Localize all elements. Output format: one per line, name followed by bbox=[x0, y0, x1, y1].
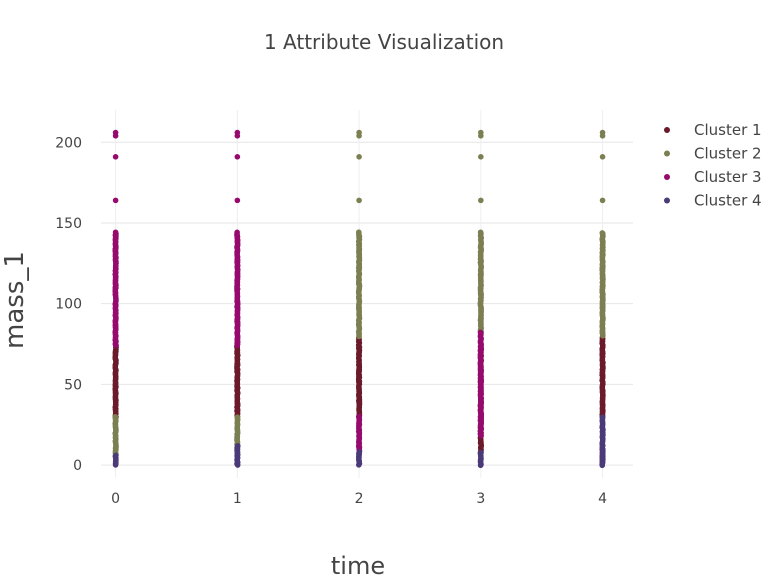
x-axis-title: time bbox=[331, 552, 385, 580]
x-tick-label: 1 bbox=[233, 491, 242, 507]
data-point bbox=[356, 449, 363, 455]
data-point bbox=[112, 129, 119, 136]
legend-label: Cluster 3 bbox=[694, 168, 762, 186]
x-tick-label: 2 bbox=[355, 491, 364, 507]
data-point bbox=[599, 414, 606, 420]
legend-label: Cluster 1 bbox=[694, 121, 762, 139]
data-point bbox=[477, 229, 484, 236]
data-point bbox=[356, 154, 362, 160]
data-point bbox=[113, 452, 119, 459]
data-point bbox=[234, 197, 241, 204]
data-point bbox=[599, 154, 606, 160]
legend-item-cluster-1[interactable]: Cluster 1 bbox=[664, 121, 762, 139]
data-point bbox=[478, 449, 484, 456]
legend-item-cluster-4[interactable]: Cluster 4 bbox=[664, 192, 762, 210]
data-point bbox=[234, 229, 240, 236]
data-point bbox=[478, 197, 484, 204]
data-point bbox=[234, 442, 241, 449]
y-tick-label: 0 bbox=[73, 458, 82, 474]
data-point bbox=[356, 413, 362, 420]
x-tick-label: 0 bbox=[111, 491, 120, 507]
y-tick-label: 150 bbox=[55, 216, 82, 232]
data-point bbox=[356, 129, 362, 136]
grid-lines bbox=[101, 110, 633, 478]
data-point bbox=[478, 154, 484, 160]
series-2 bbox=[112, 129, 606, 459]
data-point bbox=[234, 414, 241, 420]
data-point bbox=[112, 413, 119, 420]
legend-item-cluster-2[interactable]: Cluster 2 bbox=[664, 145, 762, 163]
series-3 bbox=[112, 129, 606, 467]
data-points bbox=[112, 129, 606, 469]
y-axis-title: mass_1 bbox=[0, 251, 30, 349]
data-point bbox=[112, 197, 119, 204]
data-point bbox=[234, 129, 241, 136]
data-point bbox=[599, 197, 606, 204]
legend-label: Cluster 2 bbox=[694, 145, 762, 163]
data-point bbox=[112, 154, 119, 160]
x-tick-labels: 0 1 2 3 4 bbox=[111, 491, 607, 507]
legend-marker bbox=[664, 127, 670, 133]
data-point bbox=[478, 129, 484, 136]
y-tick-label: 100 bbox=[55, 297, 82, 313]
legend-marker bbox=[664, 174, 670, 180]
x-tick-label: 4 bbox=[598, 491, 607, 507]
legend[interactable]: Cluster 1 Cluster 2 Cluster 3 Cluster 4 bbox=[664, 121, 762, 210]
data-point bbox=[234, 154, 241, 160]
legend-item-cluster-3[interactable]: Cluster 3 bbox=[664, 168, 762, 186]
y-tick-label: 200 bbox=[55, 135, 82, 151]
y-tick-label: 50 bbox=[64, 377, 82, 393]
data-point bbox=[599, 230, 606, 236]
chart-title: 1 Attribute Visualization bbox=[264, 30, 504, 54]
data-point bbox=[477, 329, 484, 336]
x-tick-label: 3 bbox=[476, 491, 485, 507]
legend-marker bbox=[664, 150, 670, 157]
data-point bbox=[112, 229, 119, 236]
data-point bbox=[356, 197, 362, 204]
series-4 bbox=[112, 414, 606, 469]
legend-marker bbox=[664, 197, 670, 204]
legend-label: Cluster 4 bbox=[694, 192, 762, 210]
y-tick-labels: 0 50 100 150 200 bbox=[55, 135, 82, 474]
data-point bbox=[356, 229, 362, 236]
data-point bbox=[599, 129, 606, 136]
